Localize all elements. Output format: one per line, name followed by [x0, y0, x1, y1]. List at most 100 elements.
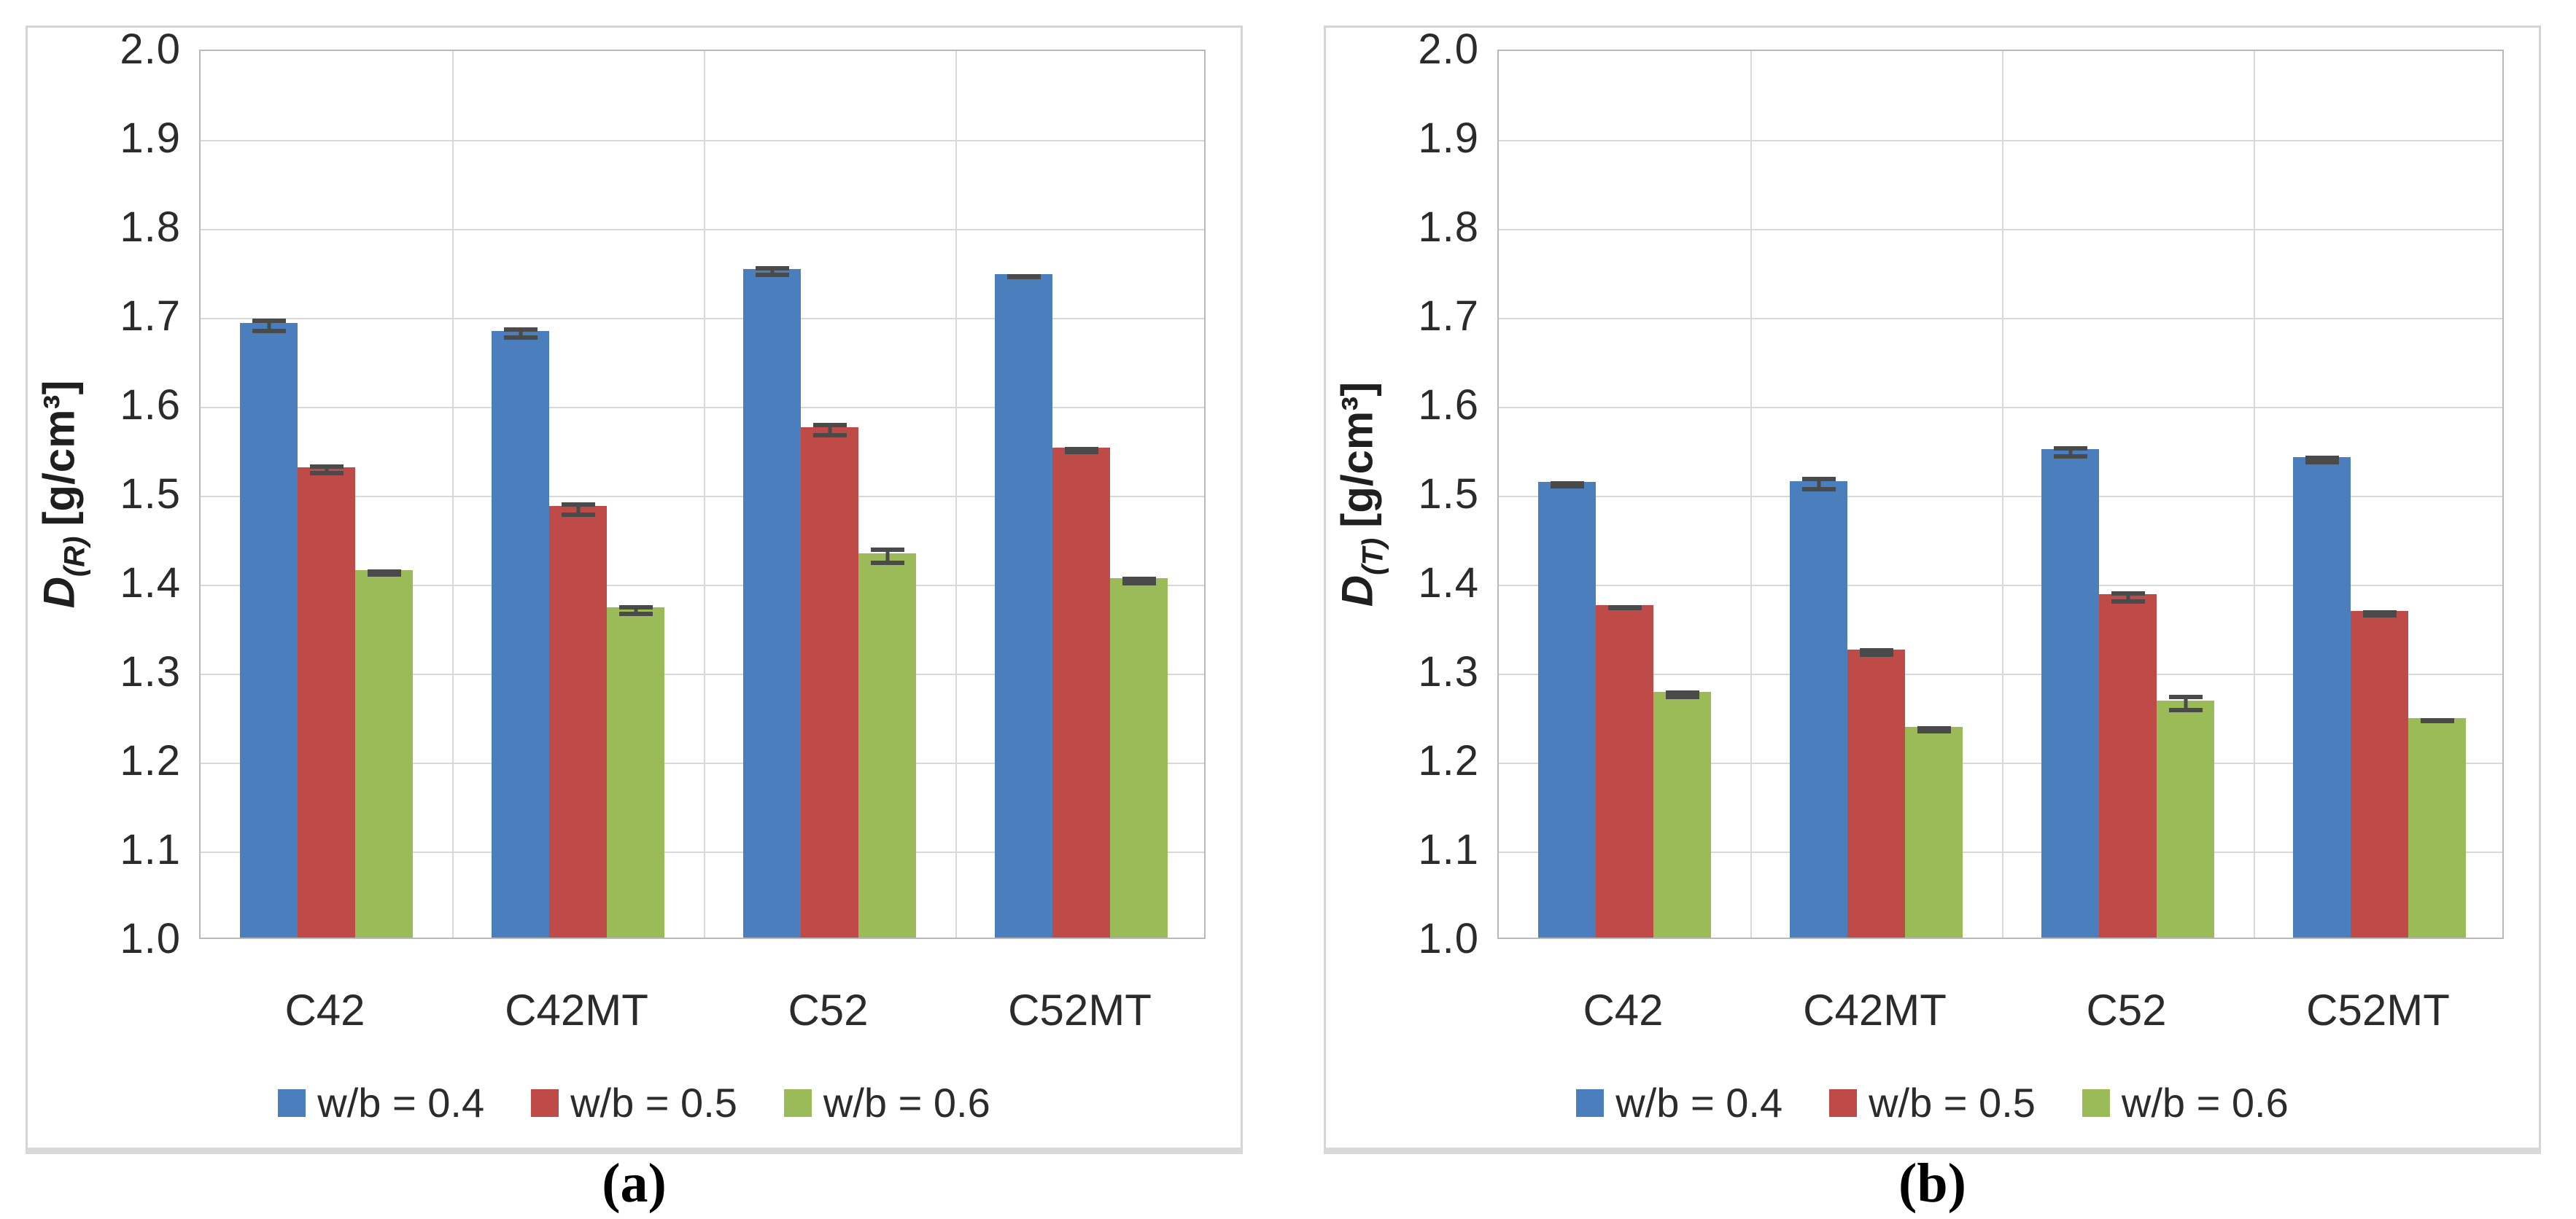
error-bar-line [325, 464, 329, 475]
gridline-horizontal [1499, 852, 2502, 853]
error-bar-cap-bottom [756, 273, 789, 277]
error-bar [2054, 446, 2087, 459]
error-bar-cap-bottom [813, 433, 847, 437]
bar-c42mt-0.4 [492, 331, 549, 938]
error-bar-line [267, 319, 271, 333]
error-bar-cap-top [2305, 456, 2339, 460]
gridline-vertical [2002, 51, 2003, 938]
gridline-horizontal [1499, 229, 2502, 230]
gridline-horizontal [201, 763, 1204, 764]
y-tick-label: 1.8 [1418, 203, 1479, 251]
error-bar [1065, 447, 1098, 454]
error-bar-cap-top [1860, 648, 1893, 653]
gridline-horizontal [1499, 407, 2502, 408]
bar-c42-0.6 [1653, 692, 1711, 938]
error-bar-cap-top [504, 327, 538, 332]
gridline-horizontal [201, 229, 1204, 230]
bar-c42mt-0.6 [607, 607, 664, 938]
gridline-horizontal [1499, 763, 2502, 764]
legend-swatch-icon [783, 1089, 812, 1117]
gridline-vertical [1750, 51, 1752, 938]
error-bar [1802, 477, 1836, 491]
chart-panel-a: 2.0 1.9 1.8 1.7 1.6 1.5 1.4 1.3 1.2 1.1 1.0 D(R) [g/… [26, 26, 1243, 1154]
legend-swatch-icon [1576, 1089, 1605, 1117]
bar-c52mt-0.5 [2351, 611, 2408, 938]
y-axis-subscript: (R) [58, 536, 91, 577]
error-bar-cap-top [1666, 690, 1699, 695]
error-bar-cap-top [871, 548, 904, 552]
legend-label: w/b = 0.5 [570, 1080, 737, 1126]
error-bar [2421, 718, 2454, 723]
error-bar [619, 605, 653, 616]
legend: w/b = 0.4 w/b = 0.5 w/b = 0.6 [28, 1078, 1241, 1129]
error-bar [1122, 577, 1156, 585]
error-bar-line [1817, 477, 1821, 491]
bar-c42-0.6 [355, 570, 413, 938]
bar-c52-0.5 [2099, 594, 2157, 938]
bar-c42mt-0.5 [549, 506, 607, 938]
error-bar [504, 327, 538, 340]
legend-item: w/b = 0.4 [278, 1083, 484, 1123]
gridline-vertical [955, 51, 957, 938]
error-bar-cap-bottom [1551, 484, 1584, 488]
plot-area [199, 50, 1206, 939]
panel-caption-a: (a) [602, 1153, 667, 1214]
error-bar-cap-top [756, 266, 789, 270]
x-category-label-c52: C52 [788, 986, 869, 1035]
error-bar-line [2126, 591, 2130, 604]
error-bar [2305, 456, 2339, 464]
x-category-label-c42mt: C42MT [505, 986, 648, 1035]
error-bar-cap-bottom [310, 471, 344, 475]
error-bar [252, 319, 286, 333]
error-bar-cap-top [619, 605, 653, 610]
bar-c52mt-0.5 [1052, 448, 1110, 938]
error-bar [562, 502, 595, 517]
x-category-label-c52: C52 [2086, 986, 2167, 1035]
y-axis-title: D(T) [g/cm³] [1332, 382, 1390, 607]
gridline-vertical [704, 51, 705, 938]
error-bar [2363, 610, 2397, 618]
y-tick-label: 1.4 [1418, 559, 1479, 607]
chart-panel-b: 2.0 1.9 1.8 1.7 1.6 1.5 1.4 1.3 1.2 1.1 1.0 D(T) [g/… [1324, 26, 2541, 1154]
bar-c52-0.6 [858, 553, 916, 938]
bar-c42mt-0.6 [1905, 727, 1963, 938]
error-bar-cap-top [813, 423, 847, 427]
bar-c52mt-0.6 [2408, 718, 2466, 938]
legend-item: w/b = 0.4 [1576, 1083, 1782, 1123]
plot-area [1497, 50, 2504, 939]
error-bar-line [2184, 695, 2188, 712]
legend-swatch-icon [531, 1089, 559, 1117]
error-bar-cap-top [1802, 477, 1836, 481]
y-tick-label: 1.4 [120, 559, 181, 607]
x-category-label-c42: C42 [1583, 986, 1664, 1035]
error-bar-cap-bottom [562, 513, 595, 517]
gridline-horizontal [1499, 496, 2502, 497]
legend-swatch-icon [278, 1089, 306, 1117]
error-bar [2169, 695, 2203, 712]
gridline-horizontal [201, 496, 1204, 497]
legend-item: w/b = 0.5 [1829, 1083, 2036, 1123]
y-tick-label: 1.7 [1418, 292, 1479, 340]
error-bar-cap-bottom [2054, 454, 2087, 459]
y-axis-title: D(R) [g/cm³] [34, 381, 92, 609]
gridline-horizontal [1499, 318, 2502, 319]
error-bar-cap-bottom [2421, 719, 2454, 723]
error-bar [871, 548, 904, 565]
y-tick-label: 1.6 [120, 381, 181, 429]
bar-c52-0.6 [2157, 701, 2214, 938]
error-bar-cap-top [2111, 591, 2145, 596]
error-bar [1551, 481, 1584, 488]
error-bar [1608, 605, 1642, 610]
error-bar-line [828, 423, 832, 437]
y-tick-label: 1.5 [1418, 470, 1479, 518]
bar-c52mt-0.4 [995, 274, 1052, 938]
y-tick-label: 1.7 [120, 292, 181, 340]
error-bar-cap-top [562, 502, 595, 507]
y-tick-label: 1.1 [1418, 826, 1479, 873]
legend-label: w/b = 0.4 [1615, 1080, 1783, 1126]
error-bar-cap-top [1065, 447, 1098, 451]
x-category-label-c42: C42 [284, 986, 365, 1035]
x-category-label-c52mt: C52MT [2306, 986, 2450, 1035]
legend: w/b = 0.4 w/b = 0.5 w/b = 0.6 [1326, 1078, 2539, 1129]
gridline-horizontal [201, 852, 1204, 853]
